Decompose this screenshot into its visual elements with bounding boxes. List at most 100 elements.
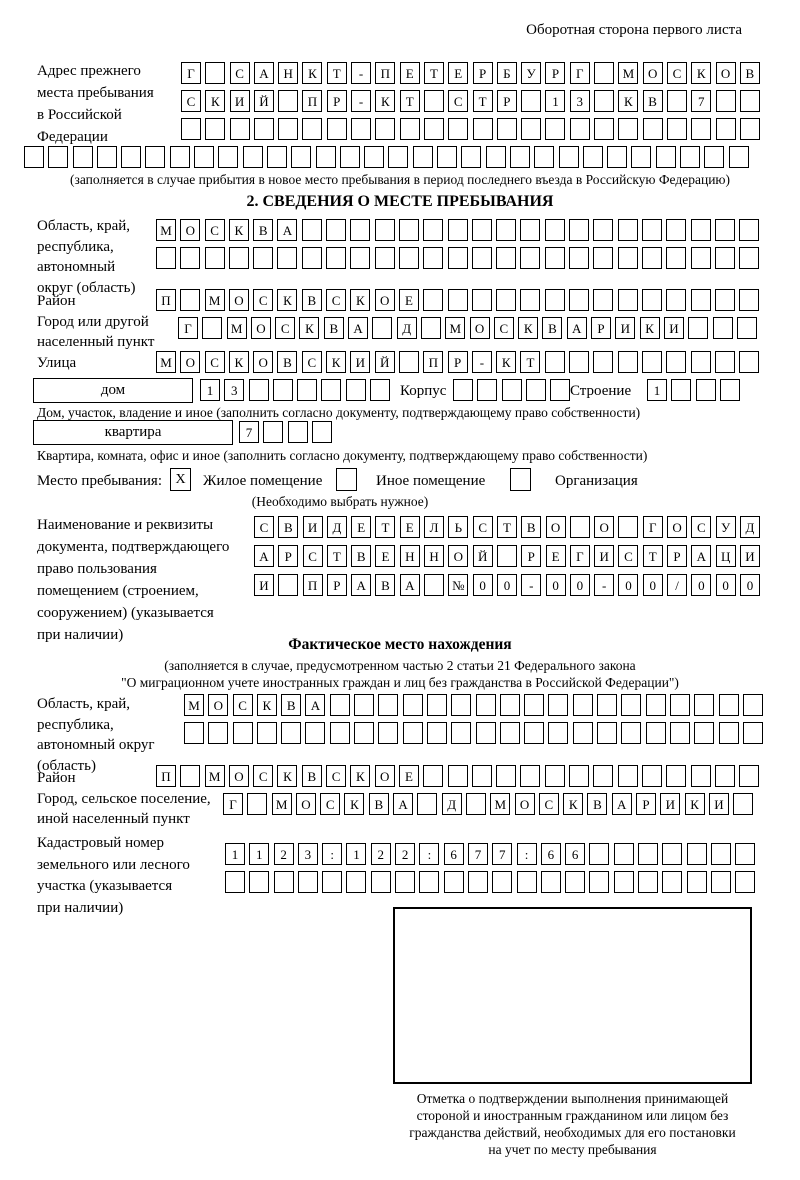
char-box[interactable] [524,722,545,744]
char-box[interactable]: К [299,317,320,339]
char-box[interactable]: К [563,793,584,815]
char-box[interactable] [558,146,579,168]
char-box[interactable] [544,219,565,241]
char-box[interactable]: Д [739,516,760,538]
char-box[interactable]: С [204,351,225,373]
char-box[interactable]: М [445,317,466,339]
char-box[interactable] [229,118,250,140]
checkbox-residential[interactable]: X [170,468,191,491]
char-box[interactable] [550,379,571,401]
char-box[interactable] [398,351,419,373]
char-box[interactable] [278,118,299,140]
char-box[interactable]: И [663,317,684,339]
char-box[interactable] [402,694,423,716]
char-box[interactable] [641,765,662,787]
char-box[interactable] [370,379,391,401]
char-box[interactable] [686,871,707,893]
char-box[interactable]: С [472,516,493,538]
char-box[interactable] [305,722,326,744]
char-box[interactable]: К [518,317,539,339]
char-box[interactable] [688,317,709,339]
char-box[interactable] [589,871,610,893]
char-box[interactable] [617,765,638,787]
char-box[interactable] [419,871,440,893]
char-box[interactable]: П [302,90,323,112]
char-box[interactable] [399,118,420,140]
char-box[interactable]: О [180,351,201,373]
char-box[interactable]: К [350,289,371,311]
char-box[interactable]: П [302,574,323,596]
char-box[interactable] [714,247,735,269]
char-box[interactable]: 6 [540,843,561,865]
char-box[interactable] [471,219,492,241]
char-box[interactable] [169,146,190,168]
char-box[interactable]: С [302,545,323,567]
char-box[interactable]: У [715,516,736,538]
char-box[interactable]: П [375,62,396,84]
char-box[interactable] [735,871,756,893]
char-box[interactable] [228,247,249,269]
char-box[interactable]: 3 [569,90,590,112]
char-box[interactable]: Д [396,317,417,339]
char-box[interactable]: 0 [642,574,663,596]
char-box[interactable] [329,722,350,744]
char-box[interactable] [589,843,610,865]
char-box[interactable]: Е [399,62,420,84]
char-box[interactable] [594,62,615,84]
char-box[interactable] [733,793,754,815]
char-box[interactable] [326,247,347,269]
char-box[interactable]: О [253,351,274,373]
char-box[interactable]: П [156,765,176,787]
char-box[interactable]: М [490,793,511,815]
char-box[interactable]: 6 [443,843,464,865]
char-box[interactable]: Т [326,545,347,567]
char-box[interactable]: М [204,289,225,311]
char-box[interactable]: : [419,843,440,865]
char-box[interactable] [232,722,253,744]
char-box[interactable] [516,871,537,893]
checkbox-organization[interactable] [510,468,531,491]
char-box[interactable] [548,722,569,744]
char-box[interactable] [569,118,590,140]
char-box[interactable]: И [254,574,274,596]
char-box[interactable]: Р [545,62,566,84]
char-box[interactable]: Ь [448,516,469,538]
char-box[interactable] [631,146,652,168]
char-box[interactable] [423,90,444,112]
char-box[interactable]: М [156,219,176,241]
char-box[interactable]: Р [667,545,688,567]
char-box[interactable]: А [348,317,369,339]
char-box[interactable] [694,694,715,716]
char-box[interactable] [437,146,458,168]
char-box[interactable]: 1 [545,90,566,112]
char-box[interactable]: С [275,317,296,339]
char-box[interactable]: О [228,765,249,787]
char-box[interactable] [453,379,473,401]
char-box[interactable] [645,722,666,744]
char-box[interactable] [447,219,468,241]
char-box[interactable]: О [374,289,395,311]
char-box[interactable]: Р [472,62,493,84]
char-box[interactable]: С [666,62,687,84]
char-box[interactable]: С [253,289,274,311]
char-box[interactable] [475,694,496,716]
char-box[interactable]: : [516,843,537,865]
char-box[interactable]: Р [278,545,299,567]
char-box[interactable] [204,247,225,269]
char-box[interactable]: А [399,574,420,596]
char-box[interactable]: Л [424,516,445,538]
char-box[interactable]: В [301,289,322,311]
char-box[interactable] [451,722,472,744]
char-box[interactable] [218,146,239,168]
char-box[interactable] [465,793,486,815]
char-box[interactable] [569,516,590,538]
char-box[interactable] [710,871,731,893]
char-box[interactable] [181,118,201,140]
char-box[interactable] [48,146,69,168]
char-box[interactable]: С [326,289,347,311]
char-box[interactable]: Е [375,545,396,567]
char-box[interactable]: И [229,90,250,112]
char-box[interactable] [496,247,517,269]
char-box[interactable] [520,289,541,311]
char-box[interactable] [666,247,687,269]
